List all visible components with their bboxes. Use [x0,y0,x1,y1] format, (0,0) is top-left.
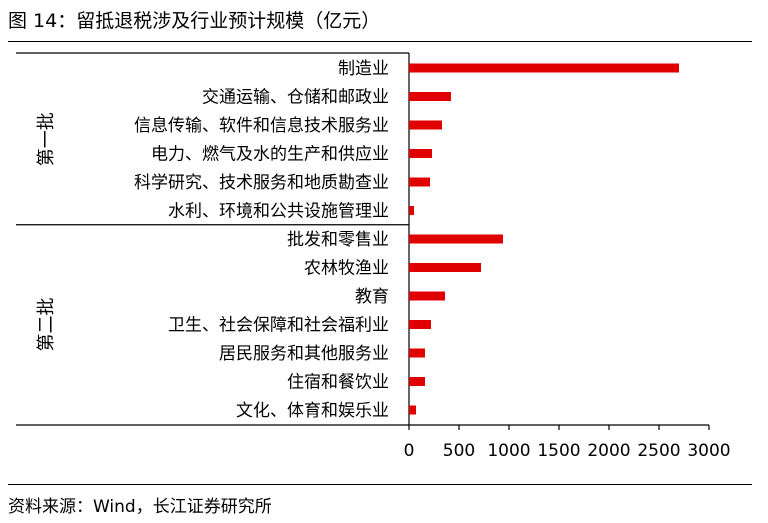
category-label: 交通运输、仓储和邮政业 [202,88,389,108]
title-rule [8,41,752,42]
category-label: 批发和零售业 [287,230,389,250]
category-label: 制造业 [338,59,389,79]
category-label: 居民服务和其他服务业 [219,344,389,364]
category-label: 文化、体育和娱乐业 [236,401,389,421]
bar [409,291,445,301]
bar [409,377,425,386]
bar [409,234,503,244]
bar [409,348,425,358]
bar [409,263,481,272]
footer-rule [8,484,752,485]
bar [409,92,451,101]
category-label: 科学研究、技术服务和地质勘查业 [134,173,389,193]
bar [409,149,432,158]
bar-chart: 制造业交通运输、仓储和邮政业信息传输、软件和信息技术服务业电力、燃气及水的生产和… [16,52,731,461]
category-label: 水利、环境和公共设施管理业 [168,202,389,222]
x-tick-label: 2500 [637,441,680,461]
x-tick-label: 3000 [687,441,730,461]
bar [409,206,414,215]
category-label: 农林牧渔业 [304,259,389,279]
bar [409,120,442,130]
category-label: 教育 [355,287,389,307]
group-label: 第一批 [36,112,57,166]
bar [409,320,431,329]
x-tick-label: 0 [404,441,415,461]
category-label: 电力、燃气及水的生产和供应业 [151,145,389,165]
x-tick-label: 1500 [537,441,580,461]
x-tick-label: 1000 [487,441,530,461]
x-tick-label: 2000 [587,441,630,461]
group-label: 第二批 [36,298,57,352]
x-tick-label: 500 [443,441,475,461]
bar [409,177,430,187]
page-title: 图 14：留抵退税涉及行业预计规模（亿元） [8,10,381,32]
category-label: 卫生、社会保障和社会福利业 [168,316,389,336]
bar [409,63,679,73]
bar [409,405,416,415]
source-note: 资料来源：Wind，长江证券研究所 [8,497,272,517]
category-label: 住宿和餐饮业 [287,373,389,393]
category-label: 信息传输、软件和信息技术服务业 [134,116,389,136]
